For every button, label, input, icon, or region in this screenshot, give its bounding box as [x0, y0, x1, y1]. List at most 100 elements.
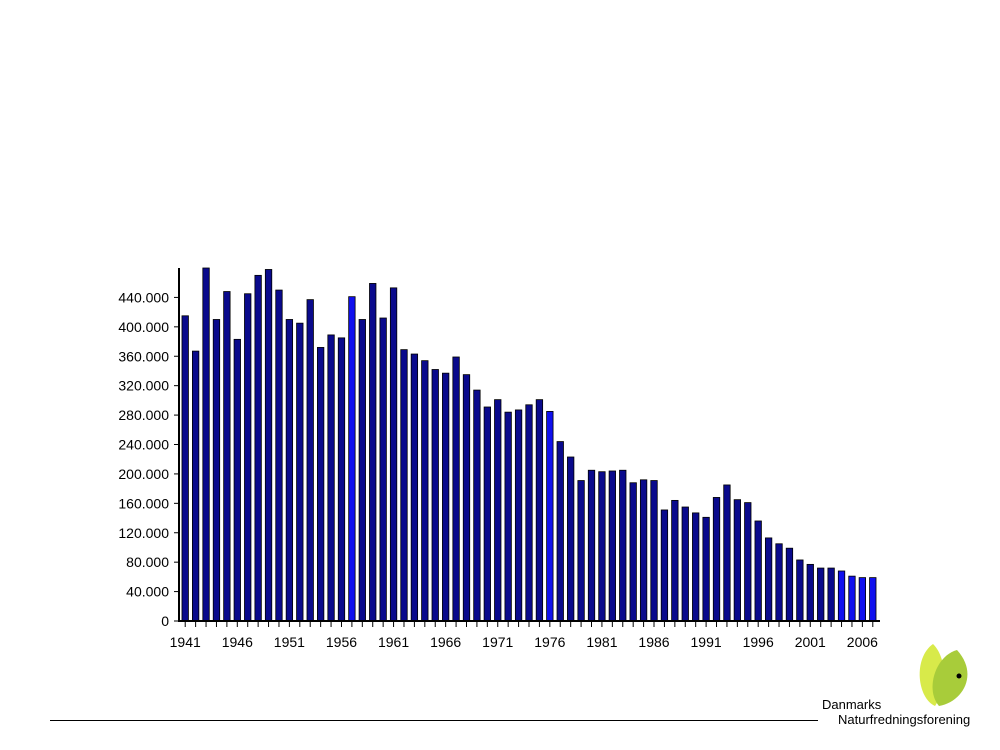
x-tick-label: 1961 [378, 634, 409, 650]
bar-1955 [327, 334, 335, 622]
y-tick-label: 120.000 [118, 525, 169, 541]
bar-1960 [379, 317, 387, 622]
logo-text-line1: Danmarks [822, 697, 882, 712]
bar-1942 [191, 350, 200, 622]
bar-1998 [775, 543, 783, 622]
bar-1959 [369, 283, 377, 622]
bar-1993 [723, 484, 731, 622]
bar-1984 [629, 482, 637, 622]
bar-1981 [598, 471, 606, 622]
bar-1965 [431, 369, 439, 622]
bar-1992 [712, 497, 721, 622]
bar-1991 [702, 516, 710, 622]
footer-divider [50, 720, 818, 721]
x-tick-label: 1996 [743, 634, 774, 650]
bar-1971 [494, 399, 502, 622]
x-tick-label: 1981 [586, 634, 617, 650]
bar-1958 [358, 319, 366, 622]
bar-2000 [796, 559, 804, 622]
bar-1974 [525, 404, 533, 622]
y-tick-label: 440.000 [118, 289, 169, 305]
logo-text-line2: Naturfredningsforening [838, 712, 971, 727]
bar-1985 [639, 479, 648, 622]
bar-1969 [473, 389, 481, 622]
y-tick-label: 160.000 [118, 495, 169, 511]
bar-1977 [556, 441, 564, 622]
bar-1953 [306, 299, 314, 622]
bar-1990 [692, 512, 700, 622]
bar-1989 [681, 506, 689, 622]
bar-1986 [650, 480, 658, 622]
y-tick-label: 400.000 [118, 319, 169, 335]
bar-2003 [827, 567, 835, 622]
y-axis-ticks: 0 40.000 80.000 120.000 160.000 200.000 240.00… [118, 289, 180, 629]
bar-1956 [337, 337, 346, 622]
bar-1947 [244, 293, 252, 622]
x-tick-label: 1991 [691, 634, 722, 650]
bar-1999 [785, 547, 794, 622]
bar-1944 [212, 319, 221, 622]
bar-2001 [806, 563, 814, 622]
bar-1988 [671, 499, 679, 622]
bar-1996 [754, 520, 762, 622]
x-tick-label: 1966 [430, 634, 461, 650]
bar-2005 [848, 575, 856, 622]
bar-1982 [608, 470, 616, 622]
y-tick-label: 40.000 [126, 584, 169, 600]
bar-1952 [296, 322, 304, 622]
bar-2002 [817, 567, 825, 622]
y-tick-label: 0 [161, 613, 169, 629]
bar-1972 [504, 411, 512, 622]
x-tick-label: 1971 [482, 634, 513, 650]
bar-2006 [858, 577, 867, 622]
bar-1983 [619, 469, 627, 622]
bar-1970 [483, 406, 491, 622]
x-tick-label: 1976 [534, 634, 565, 650]
x-tick-label: 2006 [847, 634, 878, 650]
x-axis-ticks: 1941 1946 1951 1956 1961 1966 1971 1976 1981 1986… [170, 621, 878, 650]
x-tick-label: 1941 [170, 634, 201, 650]
bar-1957 [348, 296, 356, 622]
bar-1962 [400, 349, 408, 622]
bar-1997 [764, 537, 773, 622]
bar-1941 [181, 315, 189, 622]
x-tick-label: 1986 [638, 634, 669, 650]
bar-1980 [587, 469, 596, 622]
bar-1954 [317, 347, 325, 622]
bar-1950 [275, 289, 283, 622]
y-tick-label: 320.000 [118, 378, 169, 394]
bar-1949 [264, 269, 273, 622]
bar-1945 [223, 291, 231, 622]
bar-2004 [837, 570, 846, 622]
y-tick-label: 240.000 [118, 437, 169, 453]
y-tick-label: 360.000 [118, 348, 169, 364]
bar-1975 [535, 399, 544, 622]
bar-1976 [546, 411, 554, 622]
bar-1966 [442, 372, 450, 622]
bar-1946 [233, 338, 241, 622]
bar-1964 [421, 360, 429, 622]
bar-1987 [660, 509, 669, 622]
logo-leaf-icon [919, 644, 968, 706]
x-tick-label: 1946 [222, 634, 253, 650]
bar-1995 [744, 502, 752, 622]
bar-1978 [567, 456, 575, 622]
bar-1967 [452, 356, 460, 622]
bar-1994 [733, 499, 741, 622]
bar-1961 [389, 287, 398, 622]
bar-1951 [285, 319, 294, 622]
bar-1948 [254, 274, 262, 622]
bar-1963 [410, 353, 419, 622]
y-tick-label: 80.000 [126, 554, 169, 570]
bar-1943 [202, 267, 210, 622]
x-tick-label: 1956 [326, 634, 357, 650]
y-tick-label: 200.000 [118, 466, 169, 482]
bar-1973 [514, 409, 523, 622]
x-tick-label: 2001 [795, 634, 826, 650]
bars-group [181, 267, 877, 622]
bar-1968 [462, 374, 471, 622]
bar-2007 [869, 577, 877, 622]
bar-1979 [577, 480, 585, 622]
x-tick-label: 1951 [274, 634, 305, 650]
